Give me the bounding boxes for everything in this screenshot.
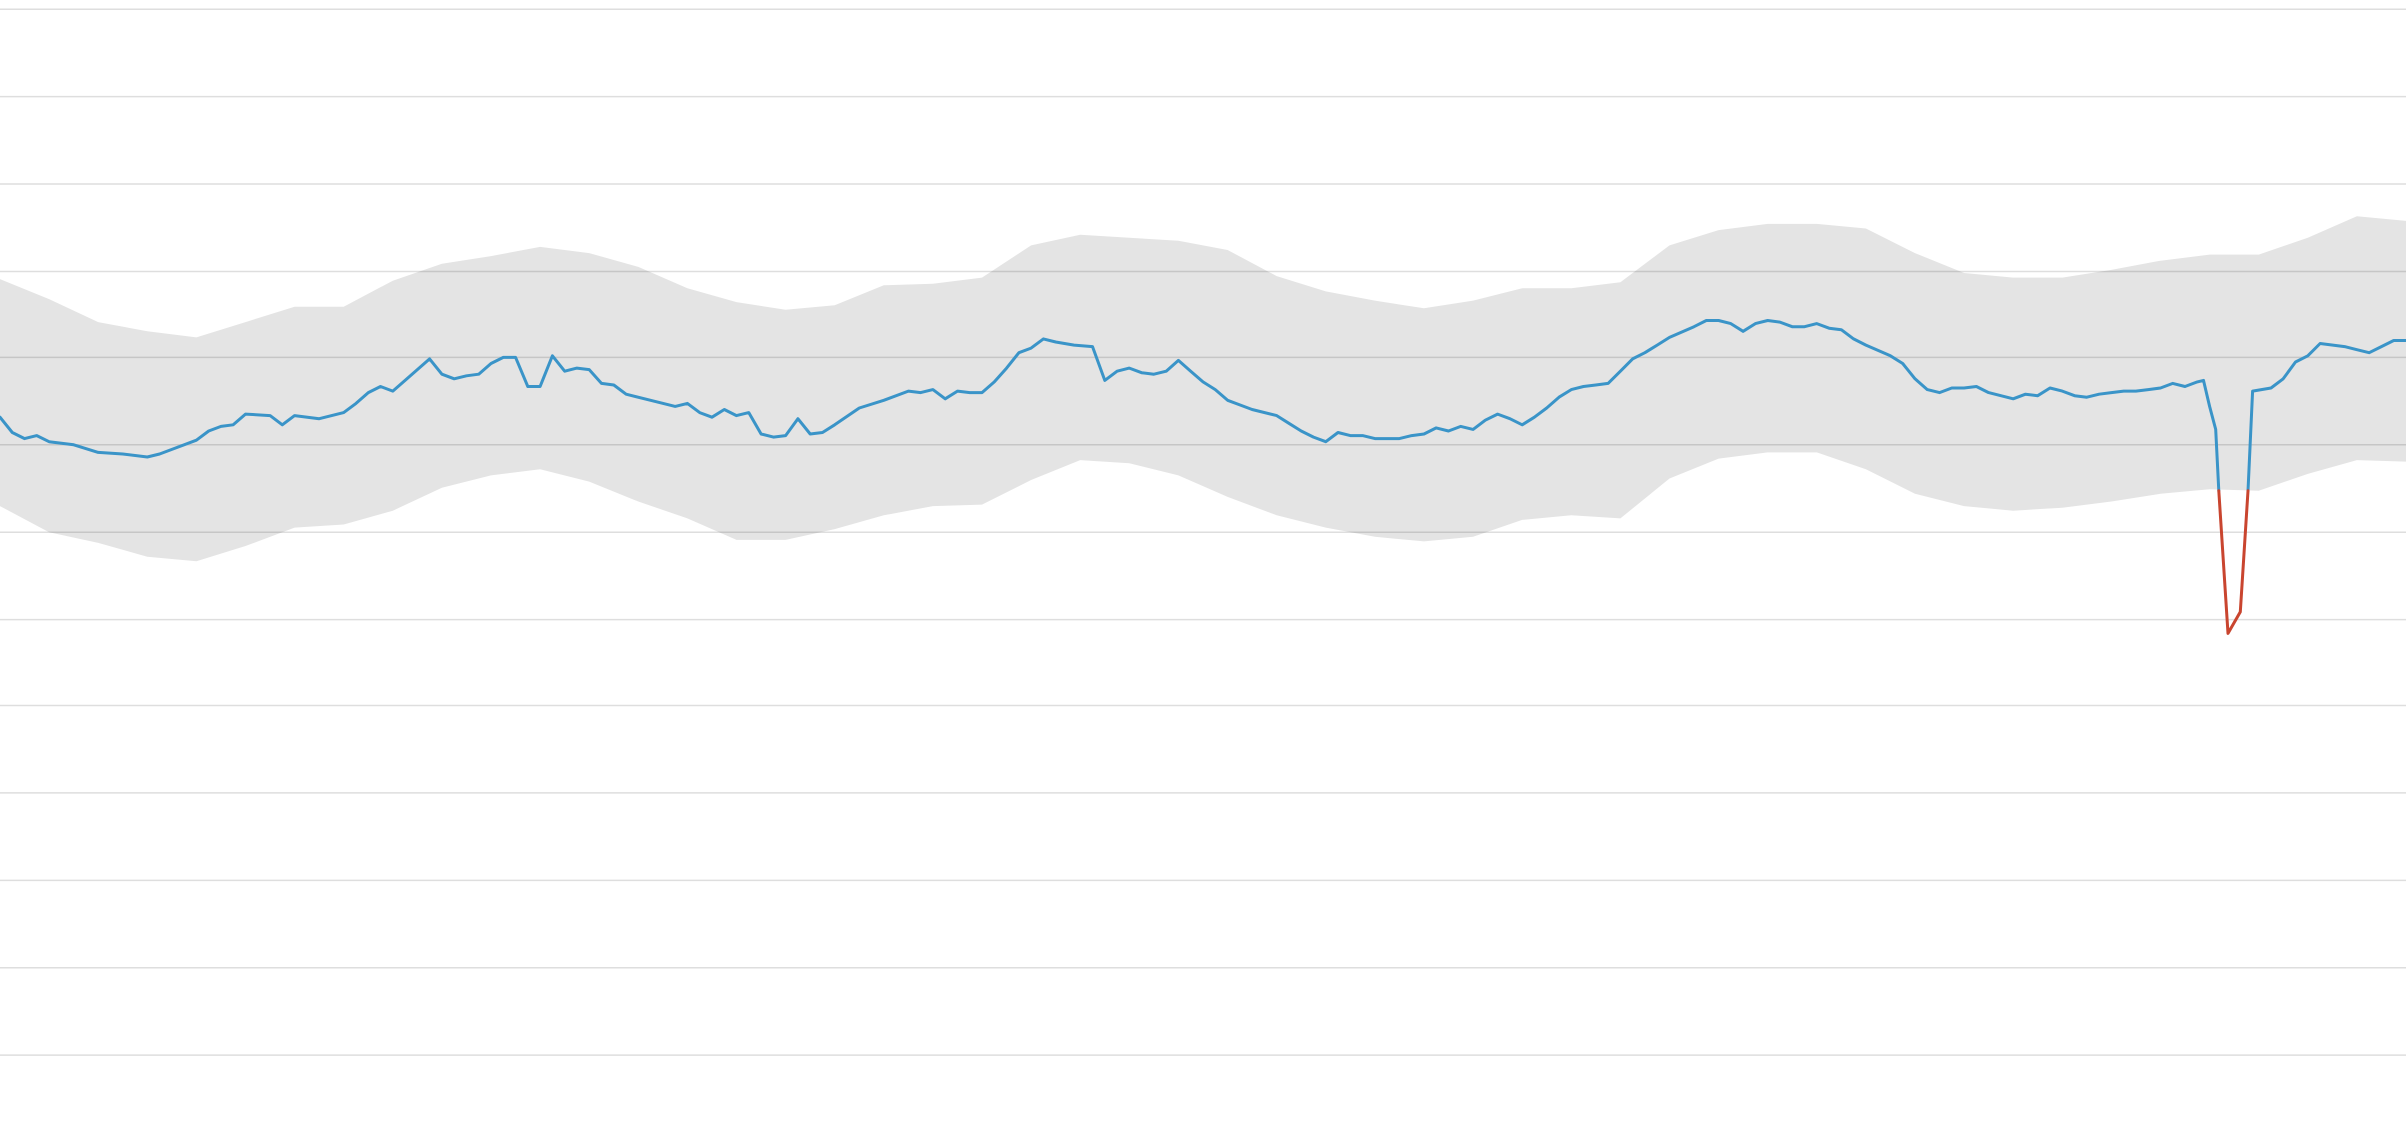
series-line: [0, 319, 2406, 493]
series-line: [2217, 489, 2250, 635]
confidence-band: [0, 216, 2406, 562]
